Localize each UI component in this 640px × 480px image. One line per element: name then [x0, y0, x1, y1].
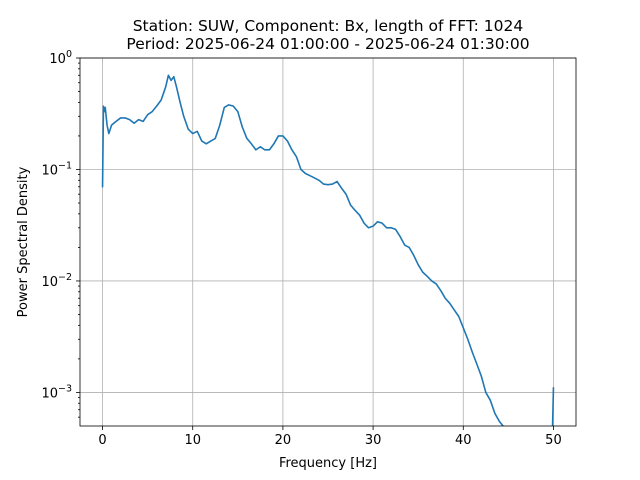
chart-title-line-2: Period: 2025-06-24 01:00:00 - 2025-06-24…: [126, 35, 529, 53]
y-tick-label: 100: [49, 49, 72, 67]
y-axis-label: Power Spectral Density: [16, 166, 31, 317]
y-tick-base: 10: [41, 163, 58, 178]
x-tick-label: 0: [98, 433, 106, 448]
y-tick-base: 10: [41, 275, 58, 290]
x-tick-label: 50: [545, 433, 562, 448]
series-layer: [101, 74, 555, 426]
psd-line: [101, 74, 505, 426]
x-axis-label: Frequency [Hz]: [279, 456, 377, 471]
psd-line-50hz-spike: [551, 387, 555, 426]
y-tick-exponent: −2: [58, 272, 72, 283]
x-tick-label: 40: [455, 433, 472, 448]
y-tick-exponent: −3: [58, 383, 72, 394]
y-tick-exponent: 0: [66, 49, 72, 60]
y-tick-exponent: −1: [58, 160, 72, 171]
y-tick-label: 10−2: [41, 272, 72, 290]
y-tick-base: 10: [41, 386, 58, 401]
y-tick-label: 10−3: [41, 383, 72, 401]
x-tick-label: 20: [275, 433, 292, 448]
x-tick-label: 30: [365, 433, 382, 448]
chart-title-line-1: Station: SUW, Component: Bx, length of F…: [133, 17, 524, 35]
y-tick-base: 10: [49, 52, 66, 67]
y-tick-label: 10−1: [41, 160, 72, 178]
plot-frame: [79, 57, 577, 427]
x-tick-label: 10: [184, 433, 201, 448]
